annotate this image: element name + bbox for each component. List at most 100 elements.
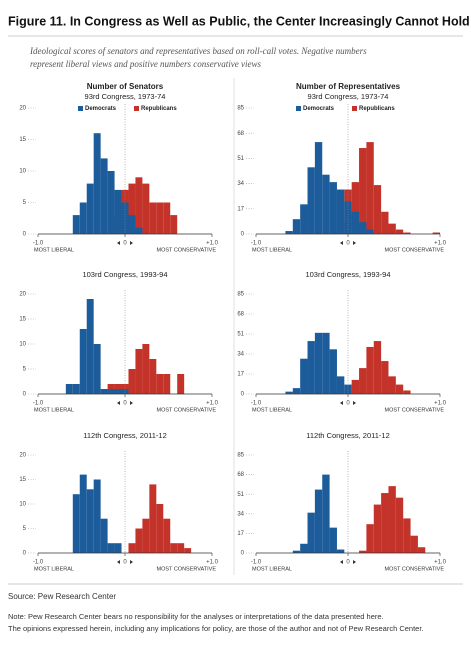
x-tick-label: 0 [346,401,350,407]
bar [300,204,308,234]
arrow [117,560,120,564]
bar [366,346,374,394]
bar [135,227,143,234]
bar [156,202,164,234]
bar [381,211,389,234]
x-tick-label: +1.0 [434,401,447,407]
bar [314,489,323,553]
bar [351,379,360,394]
y-tick-label: 15 [19,317,26,323]
x-tick-label: 0 [123,560,127,566]
y-tick-label: 5 [23,367,27,373]
legend-label: Republicans [359,106,395,112]
y-axis-title: Number of Senators [87,82,164,91]
y-tick-label: 10 [19,502,26,508]
bar [128,543,136,553]
bar [285,391,293,394]
x-end-label: MOST LIBERAL [252,407,292,413]
panel-title: 112th Congress, 2011-12 [83,431,167,440]
x-tick-label: +1.0 [206,560,219,566]
x-tick-label: 0 [123,241,127,247]
bar [300,358,308,394]
bar [72,384,80,394]
y-tick-label: 0 [23,551,27,557]
bar [359,222,367,234]
y-tick-label: 68 [237,312,244,318]
bar [336,376,345,394]
bar [149,484,157,553]
bar [86,489,94,553]
x-tick-label: 0 [123,401,127,407]
bar [93,133,101,234]
bar [395,229,404,234]
bar [128,215,136,234]
bar [93,479,101,553]
arrow [353,241,356,245]
bar [307,341,315,394]
y-tick-label: 85 [237,106,244,112]
bar [359,148,367,234]
figure-title: Figure 11. In Congress as Well as Public… [8,14,470,28]
bar [373,504,382,553]
bar [177,374,185,394]
y-tick-label: 34 [237,352,244,358]
bar [285,231,293,234]
note: Note: Pew Research Center bears no respo… [8,612,384,621]
bar [417,547,426,553]
bar [388,486,396,553]
bar [86,183,94,234]
source: Source: Pew Research Center [8,592,116,601]
y-tick-label: 17 [237,531,244,537]
y-tick-label: 5 [23,200,27,206]
panel-title: 93rd Congress, 1973-74 [308,92,389,101]
x-tick-label: 0 [346,560,350,566]
bar [135,528,143,553]
y-tick-label: 20 [19,106,26,112]
bar [135,177,143,234]
bar [351,211,360,234]
panel-title: 112th Congress, 2011-12 [306,431,390,440]
x-end-label: MOST LIBERAL [252,566,292,572]
legend-label: Republicans [141,106,177,112]
legend-swatch [78,106,83,111]
bar [410,535,418,553]
x-tick-label: -1.0 [33,560,44,566]
bar [107,543,115,553]
x-end-label: MOST CONSERVATIVE [157,407,217,413]
bar [177,543,185,553]
x-tick-label: +1.0 [434,560,447,566]
bar [107,389,115,394]
y-axis-title: Number of Representatives [296,82,401,91]
arrow [353,401,356,405]
bar [395,384,404,394]
x-tick-label: +1.0 [206,401,219,407]
arrow [340,241,343,245]
bar [336,189,345,234]
bar [292,388,301,394]
bar [314,332,323,394]
y-tick-label: 17 [237,372,244,378]
y-tick-label: 0 [23,392,27,398]
x-end-label: MOST LIBERAL [34,566,74,572]
x-end-label: MOST CONSERVATIVE [385,407,445,413]
bar [344,201,352,234]
y-tick-label: 10 [19,169,26,175]
y-tick-label: 15 [19,137,26,143]
y-tick-label: 68 [237,472,244,478]
x-end-label: MOST CONSERVATIVE [385,247,445,253]
bar [135,349,143,394]
bar [149,359,157,394]
bar [79,202,87,234]
bar [395,497,404,553]
bar [93,344,101,394]
bar [359,550,367,553]
bar [128,369,136,394]
bar [359,368,367,394]
y-tick-label: 10 [19,342,26,348]
bar [292,219,301,234]
bar [366,229,374,234]
bar [322,474,330,553]
arrow [117,241,120,245]
bar [114,189,122,234]
x-tick-label: -1.0 [251,241,262,247]
